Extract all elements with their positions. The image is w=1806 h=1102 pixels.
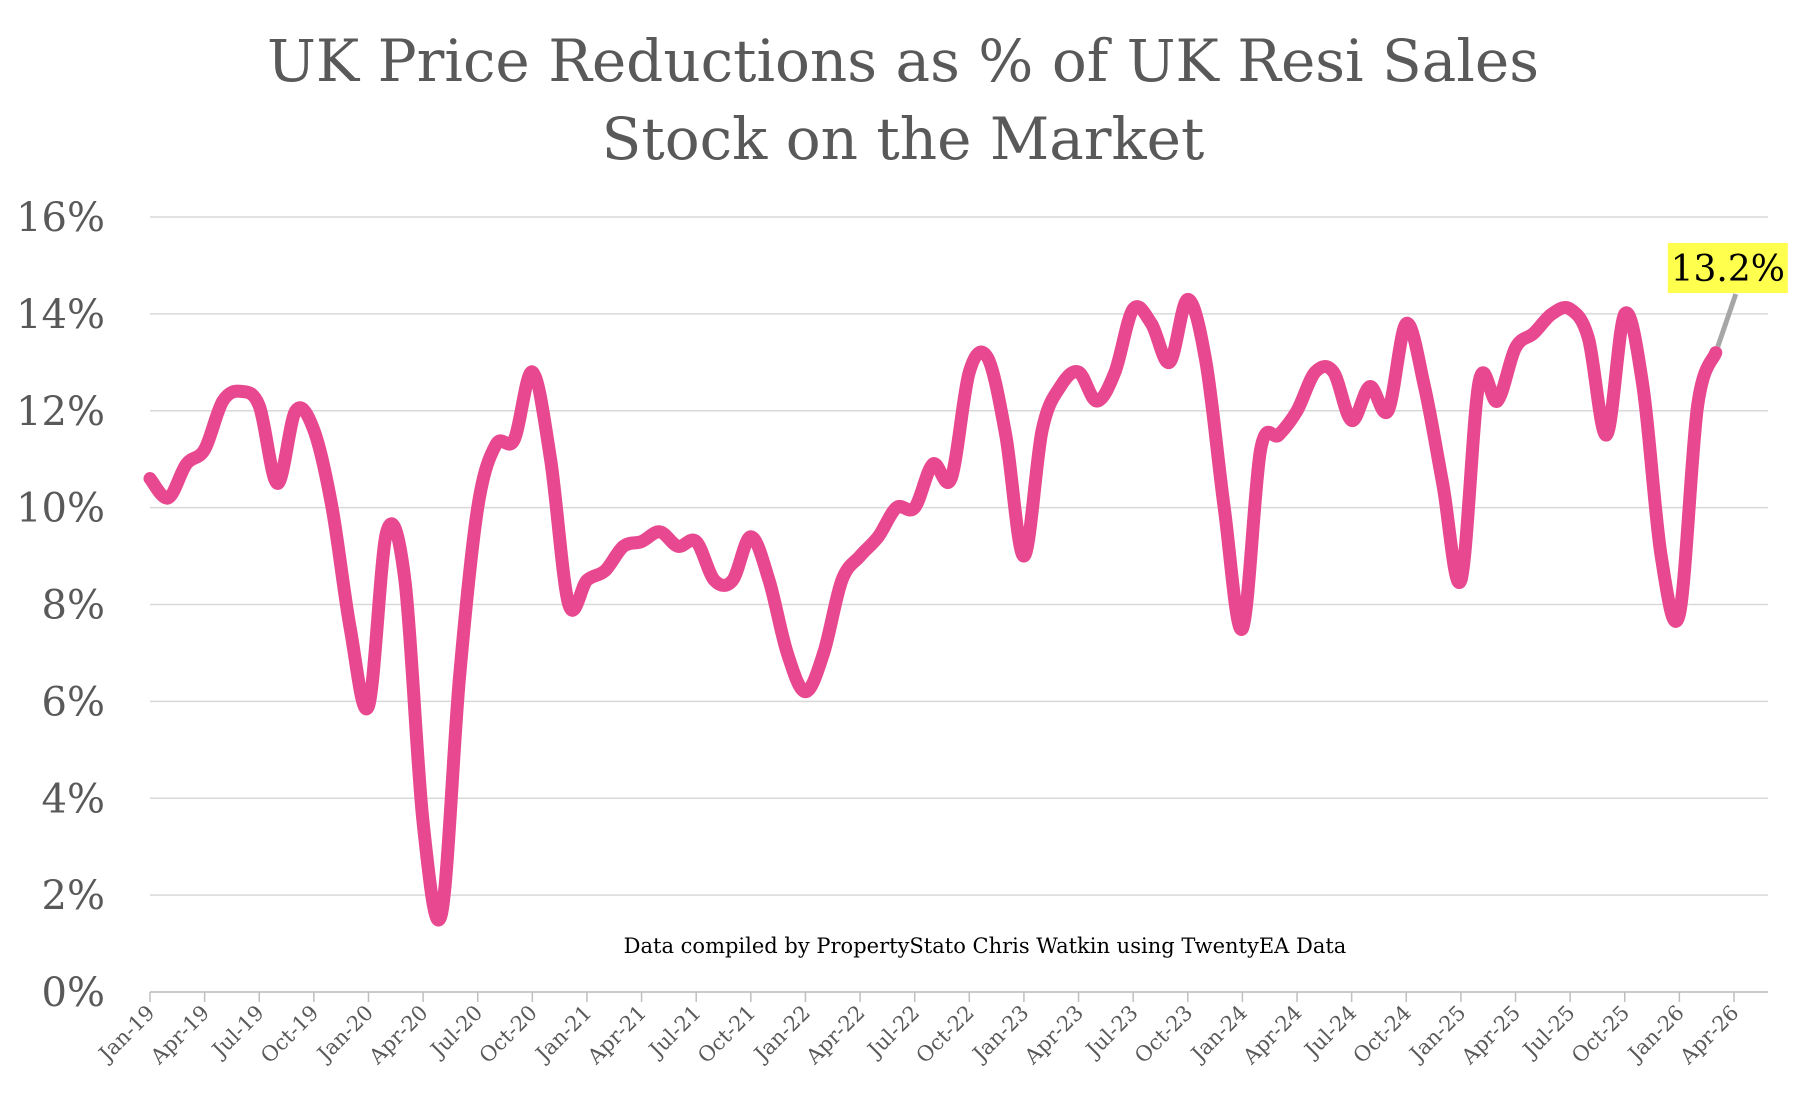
label-box <box>1667 243 1788 293</box>
footnote: Data compiled by PropertyStato Chris Wat… <box>624 934 1347 958</box>
x-tick-label: Jan-25 <box>1404 1001 1471 1068</box>
x-tick-label: Apr-19 <box>145 1001 214 1070</box>
x-tick-label: Apr-20 <box>364 1001 433 1070</box>
x-tick-label: Jan-20 <box>311 1001 378 1068</box>
x-tick-label: Oct-25 <box>1567 1001 1634 1068</box>
y-tick-label: 6% <box>42 679 105 725</box>
x-tick-label: Oct-21 <box>693 1001 760 1068</box>
x-tick-label: Jan-24 <box>1185 1001 1252 1068</box>
x-tick-label: Apr-24 <box>1238 1001 1307 1070</box>
x-tick-label: Jan-26 <box>1622 1001 1689 1068</box>
x-tick-label: Jan-23 <box>967 1001 1034 1068</box>
x-tick-label: Apr-25 <box>1456 1001 1525 1070</box>
label-connector <box>1715 293 1739 348</box>
x-tick-label: Apr-23 <box>1019 1001 1088 1070</box>
y-tick-label: 12% <box>16 389 105 435</box>
x-tick-label: Oct-22 <box>912 1001 979 1068</box>
chart-title-text: UK Price Reductions as % of UK Resi Sale… <box>267 27 1539 173</box>
y-tick-label: 10% <box>16 486 105 532</box>
y-tick-label: 8% <box>42 583 105 629</box>
y-tick-label: 2% <box>42 873 105 919</box>
x-tick-label: Jan-21 <box>530 1001 597 1068</box>
x-tick-label: Oct-20 <box>475 1001 542 1068</box>
value-label: 13.2% <box>1671 249 1785 290</box>
line-series <box>143 292 1723 927</box>
y-tick-label: 16% <box>16 195 105 241</box>
y-tick-label: 4% <box>42 776 105 822</box>
x-tick-label: Apr-22 <box>801 1001 870 1070</box>
x-tick-label: Apr-26 <box>1675 1001 1744 1070</box>
chart-title: UK Price Reductions as % of UK Resi Sale… <box>0 22 1806 178</box>
y-tick-label: 14% <box>16 292 105 338</box>
x-tick-label: Jan-22 <box>748 1001 815 1068</box>
y-tick-label: 0% <box>42 970 105 1016</box>
x-tick-label: Apr-21 <box>582 1001 651 1070</box>
x-tick-label: Oct-24 <box>1348 1001 1415 1068</box>
x-tick-label: Oct-19 <box>256 1001 323 1068</box>
x-tick-label: Oct-23 <box>1130 1001 1197 1068</box>
